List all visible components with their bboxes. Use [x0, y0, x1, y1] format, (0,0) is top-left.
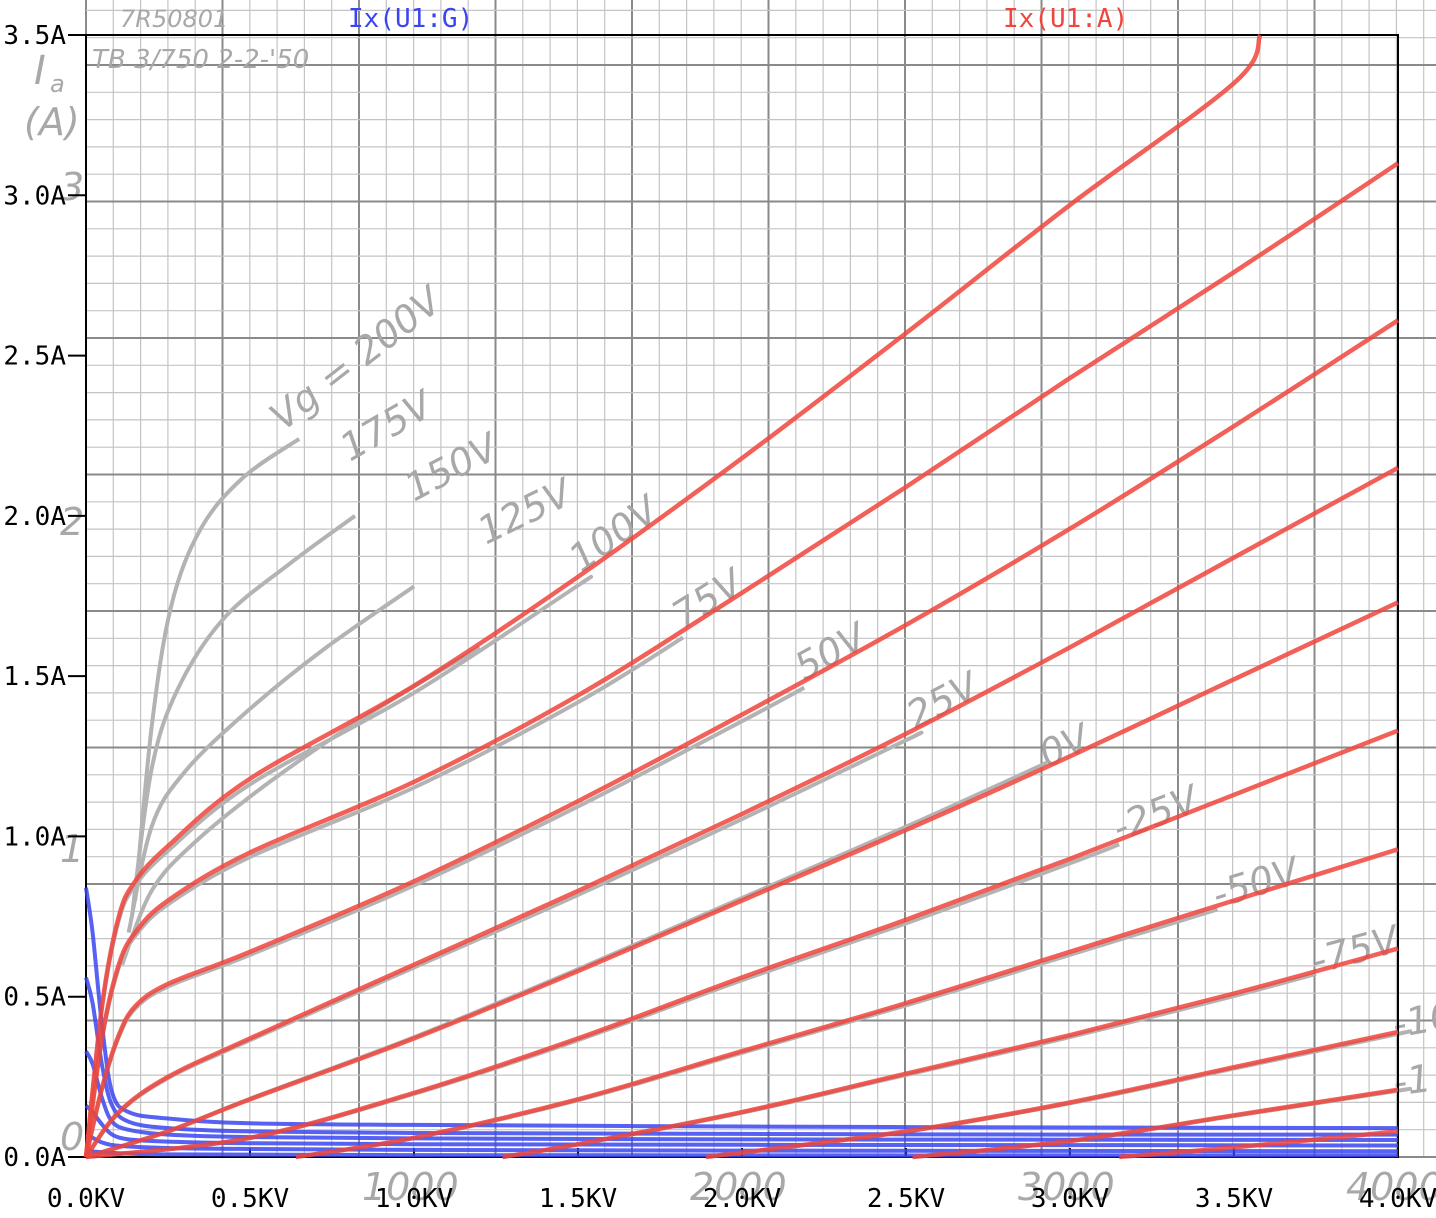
y-tick-label: 0.0A	[3, 1143, 66, 1173]
y-tick-label: 2.5A	[3, 342, 66, 372]
grid-current-curve-2	[84, 1050, 1399, 1142]
anode-current-curve-4	[85, 600, 1399, 1160]
x-tick-label: 2.5KV	[867, 1184, 945, 1214]
y-tick-label: 3.5A	[3, 21, 66, 51]
x-tick-label: 3.0KV	[1031, 1184, 1109, 1214]
scan-stamp-ref: TB 3/750 2-2-'50	[92, 45, 309, 75]
anode-current-curve-3	[84, 465, 1400, 1159]
anode-current-curve-8	[705, 1029, 1399, 1160]
x-tick-label: 4.0KV	[1359, 1184, 1436, 1214]
scan-stamp-code: 7R50801	[120, 5, 228, 33]
scan-curve-label: -1	[1390, 1056, 1433, 1105]
anode-current-curve-0	[83, 33, 1263, 1158]
scan-axis-unit: (A)	[24, 100, 80, 144]
legend-anode-current: Ix(U1:A)	[1003, 4, 1128, 34]
legend-grid-current: Ix(U1:G)	[348, 4, 473, 34]
series-anode-current	[83, 33, 1400, 1160]
x-tick-label: 2.0KV	[703, 1184, 781, 1214]
scan-x-mark: 4000	[1346, 1165, 1436, 1209]
anode-current-curve-10	[1119, 1129, 1399, 1160]
scan-y-mark: 1	[60, 827, 84, 871]
y-tick-label: 0.5A	[3, 983, 66, 1013]
scan-y-mark: 0	[60, 1115, 84, 1159]
x-tick-label: 1.0KV	[375, 1184, 453, 1214]
x-tick-label: 1.5KV	[539, 1184, 617, 1214]
anode-current-curve-9	[912, 1087, 1399, 1160]
anode-current-curve-5	[85, 728, 1399, 1160]
y-tick-label: 3.0A	[3, 181, 66, 211]
legend: Ix(U1:G) Ix(U1:A)	[348, 4, 1128, 34]
scan-y-mark: 3	[60, 165, 84, 209]
axis-labels-layer: 0.0KV 0.5KV 1.0KV 1.5KV 2.0KV 2.5KV 3.0KV 3.5KV…	[3, 21, 1436, 1214]
scan-axis-symbol: I	[34, 48, 46, 94]
y-tick-label: 1.0A	[3, 822, 66, 852]
x-tick-label: 0.0KV	[47, 1184, 125, 1214]
anode-current-curve-7	[502, 946, 1399, 1160]
anode-current-curve-2	[83, 318, 1400, 1158]
x-tick-label: 0.5KV	[211, 1184, 289, 1214]
scan-curve-vg-200	[133, 437, 301, 901]
anode-current-curve-6	[295, 847, 1399, 1160]
anode-current-curve-1	[83, 161, 1400, 1158]
scan-curve-vg-175	[129, 514, 357, 917]
grid-current-curve-4	[85, 1132, 1399, 1154]
y-tick-label: 2.0A	[3, 502, 66, 532]
scan-x-mark: 3000	[1018, 1165, 1115, 1209]
x-tick-label: 3.5KV	[1195, 1184, 1273, 1214]
scan-x-mark: 2000	[690, 1165, 787, 1209]
scan-axis-symbol-sub: a	[50, 70, 65, 98]
y-tick-label: 1.5A	[3, 662, 66, 692]
scan-y-mark: 2	[60, 500, 84, 544]
scan-x-mark: 1000	[362, 1165, 459, 1209]
scan-curve-vg-150	[126, 584, 416, 934]
